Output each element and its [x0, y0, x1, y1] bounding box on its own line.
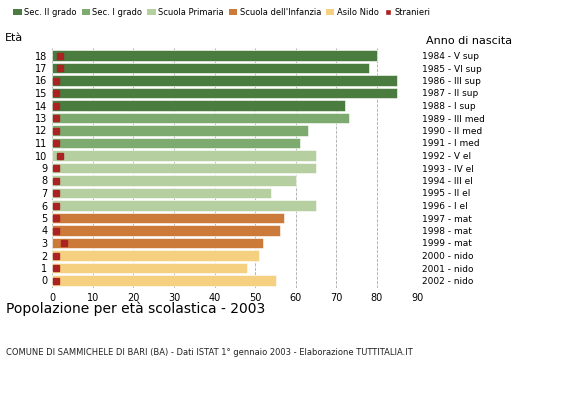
Bar [52, 188, 271, 198]
Text: Età: Età [5, 33, 23, 43]
Text: Anno di nascita: Anno di nascita [426, 36, 512, 46]
Bar [52, 75, 397, 86]
Text: Popolazione per età scolastica - 2003: Popolazione per età scolastica - 2003 [6, 302, 265, 316]
Bar [52, 263, 247, 273]
Bar [52, 113, 349, 123]
Legend: Sec. II grado, Sec. I grado, Scuola Primaria, Scuola dell'Infanzia, Asilo Nido, : Sec. II grado, Sec. I grado, Scuola Prim… [10, 4, 434, 20]
Bar [52, 138, 300, 148]
Bar [52, 163, 316, 173]
Bar [52, 50, 377, 61]
Bar [52, 200, 316, 211]
Text: COMUNE DI SAMMICHELE DI BARI (BA) - Dati ISTAT 1° gennaio 2003 - Elaborazione TU: COMUNE DI SAMMICHELE DI BARI (BA) - Dati… [6, 348, 412, 357]
Bar [52, 63, 369, 73]
Bar [52, 250, 259, 261]
Bar [52, 175, 296, 186]
Bar [52, 100, 345, 111]
Bar [52, 275, 276, 286]
Bar [52, 225, 280, 236]
Bar [52, 150, 316, 161]
Bar [52, 213, 284, 223]
Bar [52, 125, 308, 136]
Bar [52, 238, 263, 248]
Bar [52, 88, 397, 98]
